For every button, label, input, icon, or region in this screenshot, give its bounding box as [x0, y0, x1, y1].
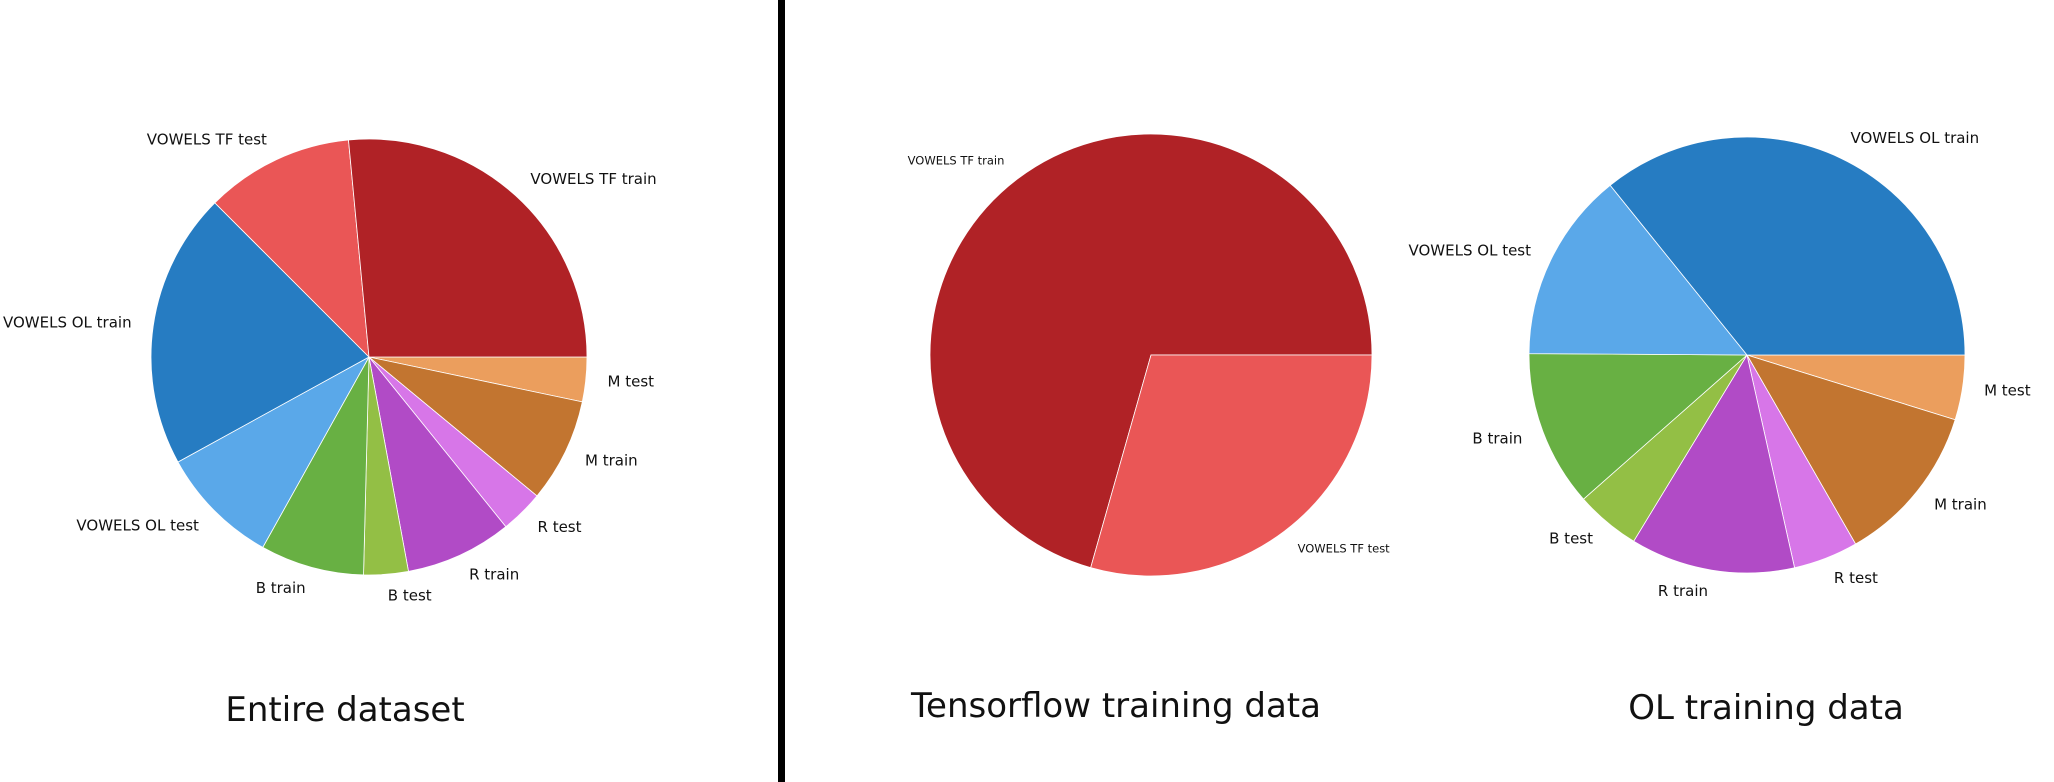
pie-slice-b-train [1528, 353, 1749, 500]
pie-slice-m-train [1746, 354, 1956, 545]
slice-label-vowels-tf-train: VOWELS TF train [530, 170, 656, 188]
pie-slice-vowels-ol-train [150, 202, 370, 463]
slice-label-b-train: B train [256, 579, 306, 597]
slice-label-b-test: B test [1549, 529, 1593, 547]
pie-slice-vowels-tf-test [1090, 354, 1373, 577]
slice-label-r-train: R train [469, 565, 519, 583]
slice-label-vowels-ol-train: VOWELS OL train [1851, 129, 1980, 147]
pie-chart-ol-training-data: M test M train R test R train B test B train V… [1409, 129, 2031, 728]
slice-label-vowels-tf-test: VOWELS TF test [147, 131, 267, 149]
pie-slice-vowels-tf-test [214, 139, 370, 359]
pie-chart-entire-dataset: M test M train R test R train B test B train V… [3, 131, 657, 731]
pie-slice-m-train [368, 356, 583, 497]
panel-divider [778, 0, 785, 782]
pie-slice-vowels-ol-train [1609, 136, 1966, 356]
slice-label-b-test: B test [388, 587, 432, 605]
pie-slice-r-train [368, 356, 507, 572]
slice-label-r-train: R train [1658, 582, 1708, 600]
pie-chart-tensorflow-training-data: VOWELS TF train VOWELS TF test Tensorflow… [908, 133, 1391, 726]
slice-label-m-test: M test [608, 372, 655, 390]
slice-label-vowels-tf-test: VOWELS TF test [1298, 541, 1391, 555]
slice-label-vowels-ol-test: VOWELS OL test [76, 517, 199, 535]
slice-label-vowels-tf-train: VOWELS TF train [908, 154, 1005, 168]
pie-slice-r-train [1633, 353, 1796, 574]
pie-slice-vowels-tf-train [929, 133, 1373, 569]
pie-slice-vowels-ol-test [177, 355, 371, 548]
slice-label-m-train: M train [585, 452, 638, 470]
chart-title-ol-training-data: OL training data [1628, 688, 1904, 728]
slice-label-b-train: B train [1472, 430, 1522, 448]
slice-label-m-train: M train [1934, 495, 1987, 513]
slice-label-vowels-ol-test: VOWELS OL test [1409, 241, 1532, 259]
chart-title-tensorflow-training-data: Tensorflow training data [910, 686, 1321, 726]
pie-slice-vowels-ol-test [1528, 184, 1748, 356]
slice-label-m-test: M test [1984, 382, 2031, 400]
chart-title-entire-dataset: Entire dataset [225, 690, 464, 730]
slice-label-vowels-ol-train: VOWELS OL train [3, 314, 132, 332]
pie-slice-vowels-tf-train [348, 138, 588, 358]
slice-label-r-test: R test [538, 518, 582, 536]
slice-label-r-test: R test [1834, 569, 1878, 587]
pie-slice-b-train [262, 356, 370, 576]
